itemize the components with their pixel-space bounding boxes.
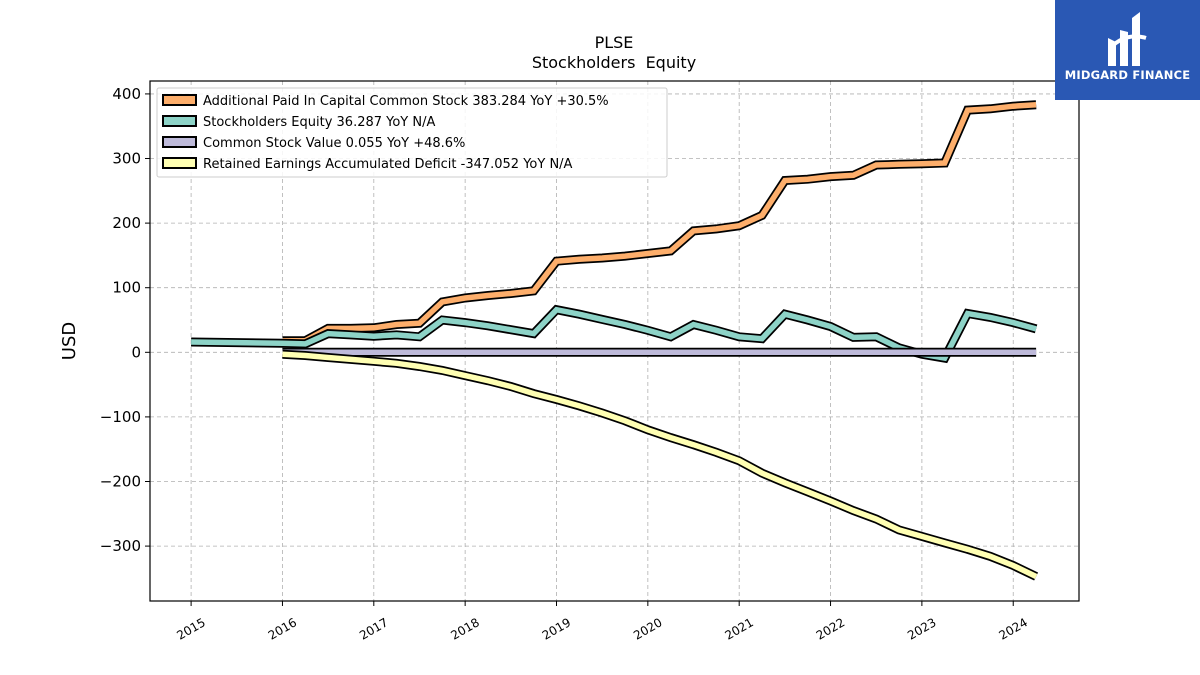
legend-label: Retained Earnings Accumulated Deficit -3… [203,157,573,172]
legend-entry: Retained Earnings Accumulated Deficit -3… [162,157,573,172]
chart-title: PLSE [595,33,634,52]
series-4 [282,349,1039,581]
x-tick-label: 2018 [448,615,481,642]
x-tick-label: 2017 [357,615,390,642]
y-tick-label: −300 [100,537,141,555]
y-tick-label: 400 [112,85,141,103]
series-line [282,351,1038,579]
legend-box [156,87,668,178]
x-tick-label: 2020 [631,615,664,642]
y-tick-label: 0 [131,343,141,361]
x-tick-label: 2022 [814,615,847,642]
legend-label: Common Stock Value 0.055 YoY +48.6% [203,136,465,151]
legend-label: Additional Paid In Capital Common Stock … [203,94,609,109]
logo-text: MIDGARD FINANCE [1064,68,1191,82]
legend: Additional Paid In Capital Common Stock … [156,87,668,178]
series-line-outline [282,349,1039,581]
legend-entry: Stockholders Equity 36.287 YoY N/A [162,115,435,130]
legend-swatch [162,115,197,127]
y-axis: −300 −200 −100 0 100 200 300 400 [100,85,150,555]
x-tick-label: 2015 [174,615,207,642]
series-line [282,101,1037,344]
legend-entry: Additional Paid In Capital Common Stock … [162,94,609,109]
y-tick-label: 100 [112,279,141,297]
legend-entry: Common Stock Value 0.055 YoY +48.6% [162,136,465,151]
series-1 [282,100,1037,346]
legend-label: Stockholders Equity 36.287 YoY N/A [203,115,435,130]
plot-frame [149,80,1080,602]
chart-subtitle: Stockholders Equity [532,53,696,72]
y-tick-label: 300 [112,150,141,168]
y-tick-label: −100 [100,408,141,426]
x-tick-label: 2016 [266,615,299,642]
x-tick-label: 2019 [540,615,573,642]
y-tick-label: −200 [100,472,141,490]
legend-swatch [162,157,197,169]
x-tick-label: 2024 [997,615,1030,642]
logo-mark-icon [1108,12,1147,66]
series-layer [191,100,1039,581]
brand-logo: MIDGARD FINANCE [1055,0,1200,100]
y-tick-label: 200 [112,214,141,232]
legend-swatch [162,136,197,148]
x-tick-label: 2023 [905,615,938,642]
x-axis: 2015 2016 2017 2018 2019 2020 2021 2022 2023 2024 [174,601,1030,643]
legend-swatch [162,94,197,106]
x-tick-label: 2021 [722,615,755,642]
y-axis-label: USD [59,322,80,360]
